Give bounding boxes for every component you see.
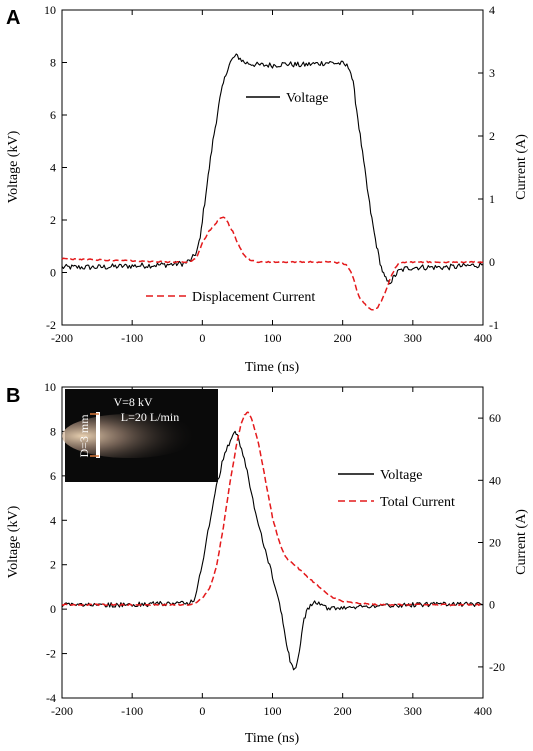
panel-a-plot-frame [61, 9, 484, 326]
panel-a-ytick-left-label: 4 [50, 161, 56, 175]
panel-a-xtick-label: 200 [334, 331, 352, 345]
panel-a-xlabel: Time (ns) [245, 360, 300, 375]
panel-a-ytick-left-label: 2 [50, 213, 56, 227]
panel-b-ytick-left-label: 10 [44, 380, 56, 394]
panel-b-legend-voltage: Voltage [380, 468, 423, 483]
panel-b-ylabel-left: Voltage (kV) [6, 505, 21, 578]
panel-a-xtick-label: 300 [404, 331, 422, 345]
panel-a-ytick-right-label: -1 [489, 318, 499, 332]
panel-b-ytick-left-label: 6 [50, 469, 56, 483]
panel-b-ytick-left-label: 4 [50, 513, 56, 527]
discharge-photo-inset: D=3 mm V=8 kV L=20 L/min [62, 389, 218, 482]
panel-a-xtick-label: -100 [121, 331, 143, 345]
panel-b-series-voltage [61, 430, 484, 671]
panel-a-series-displacement-current [61, 216, 484, 311]
panel-a-legend-voltage: Voltage [286, 91, 329, 106]
panel-b-series [61, 411, 484, 671]
panel-a-ytick-right-label: 1 [489, 192, 495, 206]
panel-a-xtick-label: 400 [474, 331, 492, 345]
panel-b-series-total-current [61, 411, 484, 607]
panel-b-ytick-right-label: 0 [489, 598, 495, 612]
panel-b-ytick-right-label: 40 [489, 473, 501, 487]
panel-a-ytick-right-label: 4 [489, 3, 495, 17]
panel-b-xtick-label: -100 [121, 704, 143, 718]
panel-a-legend-current: Displacement Current [192, 290, 315, 305]
panel-b-xtick-label: 300 [404, 704, 422, 718]
inset-flow-label: L=20 L/min [121, 410, 179, 424]
panel-a-ytick-right-label: 2 [489, 129, 495, 143]
panel-a-ylabel-right: Current (A) [514, 134, 529, 200]
panel-a-ytick-left-label: 0 [50, 266, 56, 280]
panel-a-xtick-label: 0 [199, 331, 205, 345]
panel-a-ytick-left-label: 8 [50, 56, 56, 70]
panel-b-xlabel: Time (ns) [245, 731, 300, 746]
inset-voltage-label: V=8 kV [113, 395, 152, 409]
panel-b-ytick-left-label: 2 [50, 558, 56, 572]
panel-b-legend-current: Total Current [380, 495, 455, 510]
electrode-glow [96, 412, 100, 458]
panel-b-ytick-left-label: 8 [50, 424, 56, 438]
panel-a-ytick-right-label: 0 [489, 255, 495, 269]
panel-a: A -200 -100 0 100 200 300 400-20246810-101234 … [6, 3, 529, 375]
panel-b-ytick-left-label: 0 [50, 602, 56, 616]
panel-b-xtick-label: -200 [51, 704, 73, 718]
panel-a-xtick-label: -200 [51, 331, 73, 345]
panel-b-xtick-label: 100 [264, 704, 282, 718]
panel-b-ytick-right-label: -20 [489, 660, 505, 674]
panel-b-letter: B [6, 385, 20, 407]
panel-b-ytick-right-label: 20 [489, 536, 501, 550]
panel-b-xtick-label: 200 [334, 704, 352, 718]
panel-a-ticks: -200 -100 0 100 200 300 400 -2 0 2 4 6 8 10 -1 0 1 2 3 4 [44, 3, 499, 345]
panel-a-series [61, 53, 484, 311]
inset-diameter-label: D=3 mm [77, 414, 91, 458]
panel-a-ytick-right-label: 3 [489, 66, 495, 80]
panel-b-xtick-label: 0 [199, 704, 205, 718]
panel-b-xtick-label: 400 [474, 704, 492, 718]
panel-a-series-voltage [61, 53, 484, 285]
panel-a-ytick-left-label: 6 [50, 108, 56, 122]
panel-b-ytick-left-label: -2 [46, 647, 56, 661]
panel-a-xtick-label: 100 [264, 331, 282, 345]
panel-a-letter: A [6, 7, 20, 29]
panel-a-ytick-left-label: -2 [46, 318, 56, 332]
panel-b: B -200 -100 0 100 200 300 400-4-20246810-20020… [6, 380, 529, 746]
panel-b-ytick-right-label: 60 [489, 411, 501, 425]
panel-b-ytick-left-label: -4 [46, 691, 56, 705]
panel-a-ylabel-left: Voltage (kV) [6, 130, 21, 203]
panel-b-ylabel-right: Current (A) [514, 509, 529, 575]
panel-a-ytick-left-label: 10 [44, 3, 56, 17]
panel-b-ticks: -200 -100 0 100 200 300 400-4-20246810-2002040… [44, 380, 505, 718]
